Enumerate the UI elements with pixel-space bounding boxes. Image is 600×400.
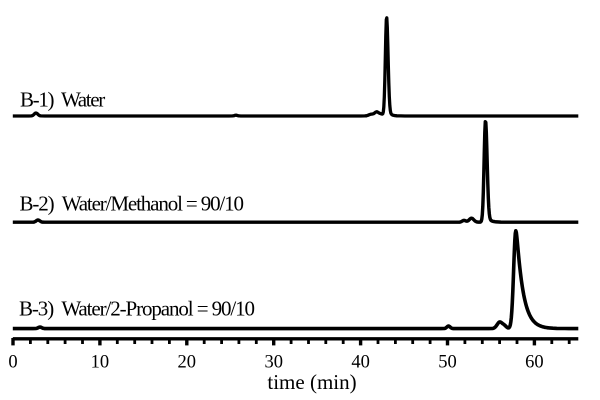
svg-text:10: 10 <box>91 352 110 372</box>
svg-text:30: 30 <box>264 352 283 372</box>
svg-text:B-2) Water/Methanol = 90/10: B-2) Water/Methanol = 90/10 <box>20 191 245 215</box>
svg-text:time (min): time (min) <box>267 370 356 394</box>
svg-text:B-3) Water/2-Propanol = 90/10: B-3) Water/2-Propanol = 90/10 <box>19 297 255 321</box>
svg-text:40: 40 <box>351 352 370 372</box>
svg-text:20: 20 <box>178 352 197 372</box>
svg-text:0: 0 <box>8 352 17 372</box>
svg-text:50: 50 <box>438 352 457 372</box>
svg-text:60: 60 <box>525 352 544 372</box>
svg-text:B-1) Water: B-1) Water <box>20 88 105 112</box>
